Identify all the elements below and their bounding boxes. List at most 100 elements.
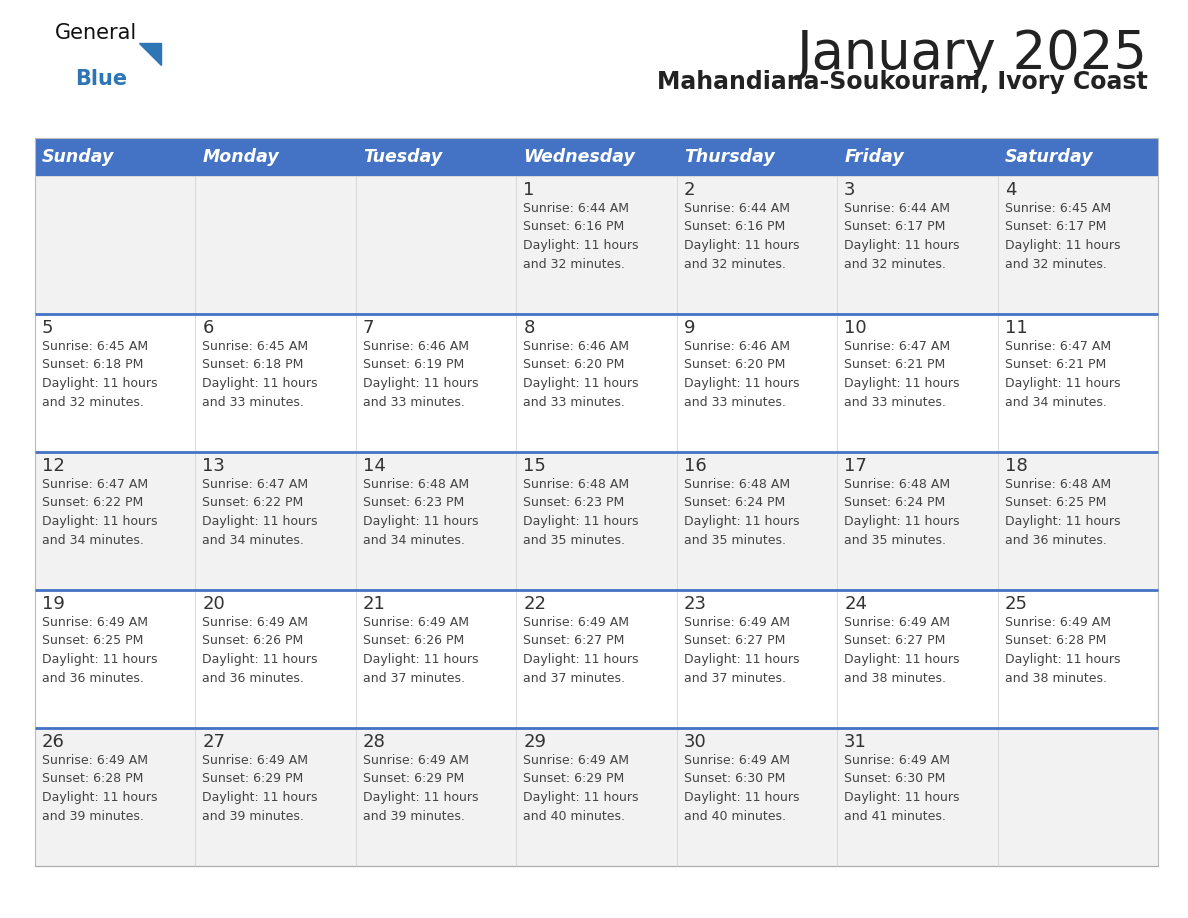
- Bar: [34, 138, 196, 176]
- Text: Sunrise: 6:49 AM: Sunrise: 6:49 AM: [845, 754, 950, 767]
- Text: 15: 15: [523, 457, 546, 475]
- Text: Sunset: 6:23 PM: Sunset: 6:23 PM: [362, 497, 465, 509]
- Text: 12: 12: [42, 457, 65, 475]
- Text: 25: 25: [1005, 595, 1028, 613]
- Text: Daylight: 11 hours: Daylight: 11 hours: [684, 239, 800, 252]
- Text: 23: 23: [684, 595, 707, 613]
- Text: Daylight: 11 hours: Daylight: 11 hours: [42, 653, 158, 666]
- Text: Sunrise: 6:44 AM: Sunrise: 6:44 AM: [684, 202, 790, 215]
- Text: Daylight: 11 hours: Daylight: 11 hours: [523, 377, 639, 390]
- Text: and 38 minutes.: and 38 minutes.: [845, 671, 946, 685]
- Text: Sunrise: 6:49 AM: Sunrise: 6:49 AM: [202, 616, 309, 629]
- Text: Sunset: 6:17 PM: Sunset: 6:17 PM: [1005, 220, 1106, 233]
- Text: Sunset: 6:27 PM: Sunset: 6:27 PM: [845, 634, 946, 647]
- Text: Sunset: 6:24 PM: Sunset: 6:24 PM: [845, 497, 946, 509]
- Text: 18: 18: [1005, 457, 1028, 475]
- Text: Sunrise: 6:45 AM: Sunrise: 6:45 AM: [202, 340, 309, 353]
- Text: Sunset: 6:29 PM: Sunset: 6:29 PM: [523, 773, 625, 786]
- Text: Monday: Monday: [202, 148, 279, 166]
- Text: and 35 minutes.: and 35 minutes.: [845, 533, 946, 546]
- Text: 27: 27: [202, 733, 226, 751]
- Text: and 38 minutes.: and 38 minutes.: [1005, 671, 1106, 685]
- Text: and 37 minutes.: and 37 minutes.: [523, 671, 625, 685]
- Text: and 35 minutes.: and 35 minutes.: [684, 533, 785, 546]
- Text: 22: 22: [523, 595, 546, 613]
- Text: and 33 minutes.: and 33 minutes.: [202, 396, 304, 409]
- Text: Daylight: 11 hours: Daylight: 11 hours: [845, 377, 960, 390]
- Text: Sunset: 6:21 PM: Sunset: 6:21 PM: [845, 359, 946, 372]
- Text: and 32 minutes.: and 32 minutes.: [684, 258, 785, 271]
- Bar: [34, 452, 1158, 590]
- Text: and 36 minutes.: and 36 minutes.: [42, 671, 144, 685]
- Text: Daylight: 11 hours: Daylight: 11 hours: [1005, 515, 1120, 528]
- Text: Sunrise: 6:47 AM: Sunrise: 6:47 AM: [42, 478, 148, 491]
- Text: Daylight: 11 hours: Daylight: 11 hours: [362, 377, 479, 390]
- Text: and 32 minutes.: and 32 minutes.: [845, 258, 946, 271]
- Text: Daylight: 11 hours: Daylight: 11 hours: [42, 791, 158, 804]
- Text: Daylight: 11 hours: Daylight: 11 hours: [845, 239, 960, 252]
- Text: and 34 minutes.: and 34 minutes.: [1005, 396, 1106, 409]
- Text: Sunset: 6:17 PM: Sunset: 6:17 PM: [845, 220, 946, 233]
- Text: and 33 minutes.: and 33 minutes.: [845, 396, 946, 409]
- Text: Sunset: 6:20 PM: Sunset: 6:20 PM: [523, 359, 625, 372]
- Text: Sunrise: 6:47 AM: Sunrise: 6:47 AM: [202, 478, 309, 491]
- Bar: [34, 728, 1158, 866]
- Text: Daylight: 11 hours: Daylight: 11 hours: [1005, 653, 1120, 666]
- Text: Sunrise: 6:45 AM: Sunrise: 6:45 AM: [1005, 202, 1111, 215]
- Text: Daylight: 11 hours: Daylight: 11 hours: [202, 515, 318, 528]
- Bar: [34, 176, 1158, 314]
- Text: Sunset: 6:24 PM: Sunset: 6:24 PM: [684, 497, 785, 509]
- Text: General: General: [55, 23, 138, 43]
- Text: Daylight: 11 hours: Daylight: 11 hours: [523, 515, 639, 528]
- Text: Sunrise: 6:47 AM: Sunrise: 6:47 AM: [1005, 340, 1111, 353]
- Text: Sunrise: 6:49 AM: Sunrise: 6:49 AM: [684, 616, 790, 629]
- Text: Daylight: 11 hours: Daylight: 11 hours: [202, 791, 318, 804]
- Text: Sunset: 6:25 PM: Sunset: 6:25 PM: [42, 634, 144, 647]
- Text: and 32 minutes.: and 32 minutes.: [523, 258, 625, 271]
- Text: Sunrise: 6:44 AM: Sunrise: 6:44 AM: [523, 202, 630, 215]
- Text: and 36 minutes.: and 36 minutes.: [202, 671, 304, 685]
- Bar: [34, 138, 1158, 866]
- Text: Sunset: 6:18 PM: Sunset: 6:18 PM: [202, 359, 304, 372]
- Text: Sunset: 6:22 PM: Sunset: 6:22 PM: [202, 497, 304, 509]
- Text: and 37 minutes.: and 37 minutes.: [684, 671, 785, 685]
- Text: Daylight: 11 hours: Daylight: 11 hours: [845, 515, 960, 528]
- Text: and 36 minutes.: and 36 minutes.: [1005, 533, 1106, 546]
- Text: Tuesday: Tuesday: [362, 148, 442, 166]
- Text: Sunrise: 6:49 AM: Sunrise: 6:49 AM: [684, 754, 790, 767]
- Text: Sunrise: 6:45 AM: Sunrise: 6:45 AM: [42, 340, 148, 353]
- Text: 19: 19: [42, 595, 65, 613]
- Text: Sunrise: 6:46 AM: Sunrise: 6:46 AM: [362, 340, 469, 353]
- Text: Sunset: 6:16 PM: Sunset: 6:16 PM: [684, 220, 785, 233]
- Text: 31: 31: [845, 733, 867, 751]
- Text: Sunset: 6:28 PM: Sunset: 6:28 PM: [1005, 634, 1106, 647]
- Text: Sunset: 6:26 PM: Sunset: 6:26 PM: [362, 634, 465, 647]
- Text: 26: 26: [42, 733, 65, 751]
- Text: and 33 minutes.: and 33 minutes.: [523, 396, 625, 409]
- Text: Saturday: Saturday: [1005, 148, 1093, 166]
- Text: Sunset: 6:21 PM: Sunset: 6:21 PM: [1005, 359, 1106, 372]
- Text: 29: 29: [523, 733, 546, 751]
- Text: Daylight: 11 hours: Daylight: 11 hours: [362, 515, 479, 528]
- Text: Sunrise: 6:49 AM: Sunrise: 6:49 AM: [42, 616, 148, 629]
- Text: and 39 minutes.: and 39 minutes.: [42, 810, 144, 823]
- Text: and 33 minutes.: and 33 minutes.: [362, 396, 465, 409]
- Text: Sunset: 6:20 PM: Sunset: 6:20 PM: [684, 359, 785, 372]
- Bar: [356, 138, 517, 176]
- Text: 6: 6: [202, 319, 214, 337]
- Text: Daylight: 11 hours: Daylight: 11 hours: [684, 791, 800, 804]
- Text: Daylight: 11 hours: Daylight: 11 hours: [362, 653, 479, 666]
- Text: Sunrise: 6:49 AM: Sunrise: 6:49 AM: [1005, 616, 1111, 629]
- Bar: [677, 138, 838, 176]
- Text: Sunrise: 6:49 AM: Sunrise: 6:49 AM: [523, 616, 630, 629]
- Text: and 34 minutes.: and 34 minutes.: [42, 533, 144, 546]
- Text: Sunrise: 6:49 AM: Sunrise: 6:49 AM: [362, 754, 469, 767]
- Text: Sunday: Sunday: [42, 148, 114, 166]
- Text: Daylight: 11 hours: Daylight: 11 hours: [42, 515, 158, 528]
- Text: 11: 11: [1005, 319, 1028, 337]
- Text: Sunset: 6:30 PM: Sunset: 6:30 PM: [845, 773, 946, 786]
- Text: and 34 minutes.: and 34 minutes.: [362, 533, 465, 546]
- Text: Sunrise: 6:48 AM: Sunrise: 6:48 AM: [845, 478, 950, 491]
- Text: Sunset: 6:27 PM: Sunset: 6:27 PM: [684, 634, 785, 647]
- Text: Daylight: 11 hours: Daylight: 11 hours: [1005, 377, 1120, 390]
